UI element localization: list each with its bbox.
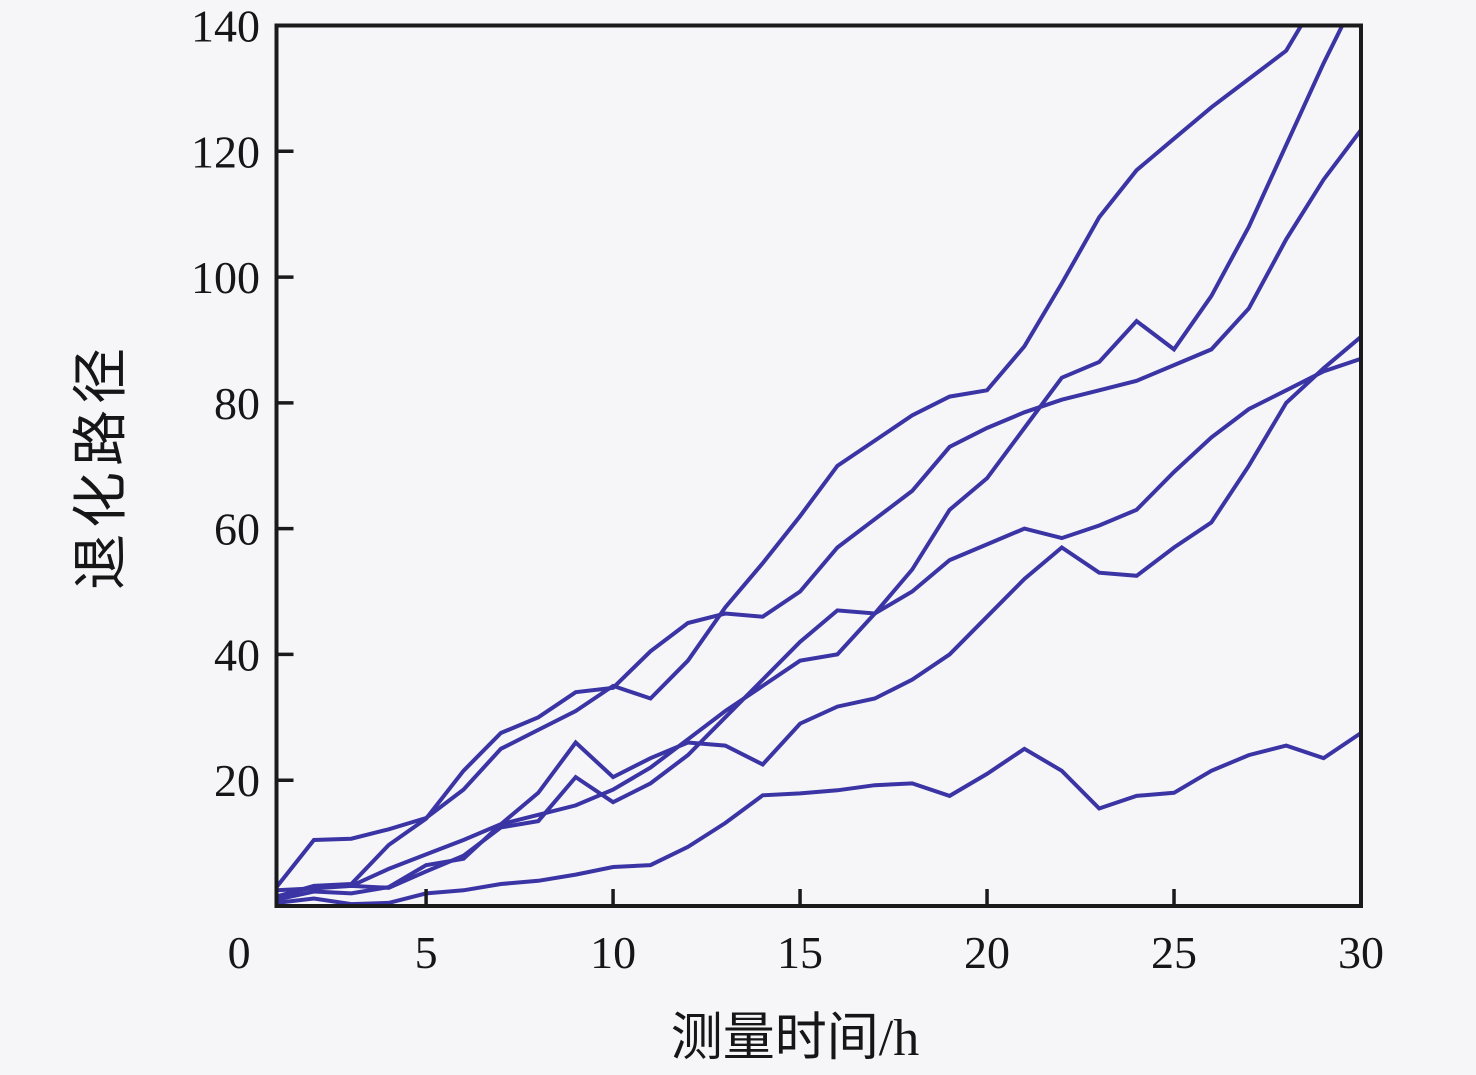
tick-labels: 0 5 10 15 20 25 30 20 40 60 80 100 120 140 [191, 1, 1384, 979]
x-axis-title: 测量时间/h [671, 1010, 919, 1067]
series-path-1 [276, 25, 1304, 889]
y-tick-label-140: 140 [191, 1, 260, 52]
y-tick-label-60: 60 [214, 504, 260, 555]
x-tick-label-15: 15 [777, 927, 823, 978]
y-tick-label-80: 80 [214, 378, 260, 429]
x-tick-label-25: 25 [1151, 927, 1197, 978]
x-tick-label-30: 30 [1338, 927, 1384, 978]
y-tick-label-20: 20 [214, 755, 260, 806]
series-path-6 [276, 731, 1361, 906]
y-tick-label-120: 120 [191, 126, 260, 177]
series-path-2 [276, 25, 1345, 899]
x-tick-label-10: 10 [590, 927, 636, 978]
series-path-3 [276, 128, 1361, 899]
x-tick-label-5: 5 [415, 927, 438, 978]
x-tick-label-0: 0 [228, 927, 251, 978]
series-path-5 [276, 335, 1361, 902]
series-lines [276, 25, 1361, 906]
plot-border [274, 23, 1363, 908]
axes [274, 23, 1363, 908]
y-tick-label-40: 40 [214, 629, 260, 680]
x-tick-label-20: 20 [964, 927, 1010, 978]
y-axis-title: 退化路径 [71, 342, 133, 590]
y-tick-label-100: 100 [191, 252, 260, 303]
